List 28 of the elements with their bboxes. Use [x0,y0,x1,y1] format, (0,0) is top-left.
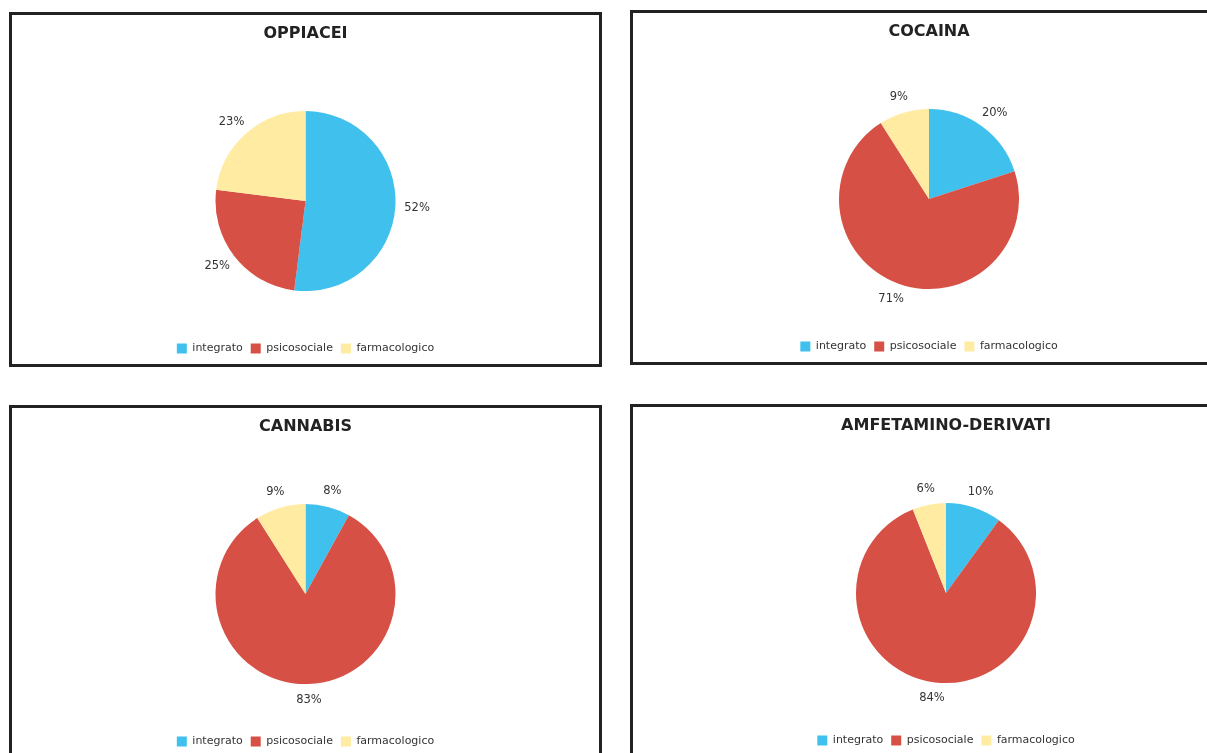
legend-label: psicosociale [906,733,974,747]
legend-label: farmacologico [996,733,1075,747]
data-label: 10% [967,484,994,499]
legend-label: farmacologico [979,339,1058,353]
chart-title: CANNABIS [259,415,352,435]
data-label: 25% [204,258,231,273]
chart-title: OPPIACEI [263,22,348,42]
legend-label: psicosociale [889,339,957,353]
data-label: 23% [218,113,245,128]
data-label: 8% [323,483,342,498]
legend-label: psicosociale [266,341,334,355]
data-label: 20% [981,105,1008,120]
legend-label: integrato [192,734,243,748]
legend-label: integrato [192,341,243,355]
data-label: 71% [878,290,904,305]
chart-title: AMFETAMINO-DERIVATI [841,414,1051,434]
data-label: 6% [916,480,935,495]
data-label: 84% [919,690,945,705]
data-label: 83% [296,692,322,707]
legend-label: farmacologico [356,734,435,748]
legend-label: integrato [832,733,884,747]
data-label: 9% [266,484,285,499]
legend-label: farmacologico [356,341,435,355]
data-label: 52% [404,199,430,214]
legend-label: psicosociale [266,734,334,748]
chart-title: COCAINA [888,20,971,40]
legend-label: integrato [815,339,867,353]
data-label: 9% [889,89,909,104]
